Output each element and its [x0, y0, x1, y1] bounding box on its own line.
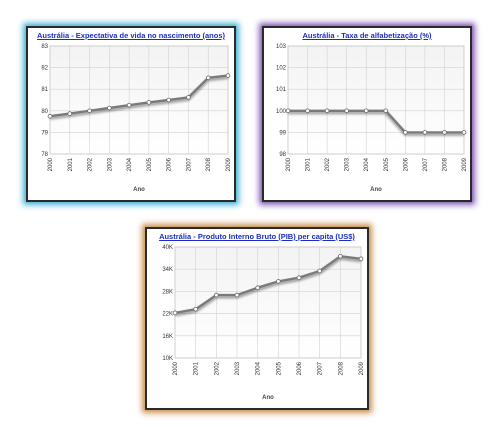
x-tick-label: 2006 — [167, 157, 173, 171]
x-tick-label: 2002 — [88, 157, 94, 171]
x-tick-label: 2001 — [306, 157, 312, 171]
y-tick-label: 79 — [41, 130, 48, 136]
data-point[interactable] — [47, 113, 53, 119]
data-point[interactable] — [324, 108, 330, 114]
data-point[interactable] — [344, 108, 349, 114]
x-tick-label: 2007 — [186, 157, 192, 171]
x-tick-label: 2003 — [107, 157, 113, 171]
data-point[interactable] — [305, 108, 310, 114]
data-point[interactable] — [255, 285, 260, 290]
y-tick-label: 103 — [276, 44, 287, 50]
data-point[interactable] — [126, 102, 132, 108]
line-chart: 78 79 80 81 82 83 2000 2001 2002 2003 2004 2005 2006… — [41, 44, 232, 193]
y-tick-label: 98 — [279, 152, 286, 158]
x-tick-label: 2008 — [442, 157, 448, 171]
x-tick-label: 2009 — [359, 361, 365, 375]
x-axis-title: Ano — [370, 187, 382, 193]
data-point[interactable] — [214, 292, 219, 298]
y-tick-label: 102 — [276, 66, 287, 72]
x-tick-label: 2008 — [338, 361, 344, 375]
y-tick-label: 83 — [41, 44, 48, 50]
data-point[interactable] — [317, 268, 322, 274]
data-point[interactable] — [205, 75, 211, 81]
y-tick-label: 78 — [41, 152, 48, 158]
plot-area — [49, 45, 229, 155]
data-point[interactable] — [87, 108, 92, 114]
x-tick-label: 2004 — [127, 157, 133, 171]
y-tick-label: 16K — [162, 334, 173, 340]
x-axis-title: Ano — [262, 395, 274, 401]
data-point[interactable] — [285, 108, 291, 114]
x-axis-title: Ano — [133, 187, 145, 193]
x-tick-label: 2001 — [194, 361, 200, 375]
x-tick-label: 2002 — [325, 157, 331, 171]
data-point[interactable] — [193, 306, 198, 312]
y-tick-label: 34K — [162, 267, 173, 273]
plot-area — [174, 246, 362, 359]
x-tick-label: 2005 — [147, 157, 153, 171]
x-tick-label: 2003 — [235, 361, 241, 375]
data-point[interactable] — [422, 130, 428, 135]
data-point[interactable] — [296, 275, 302, 281]
data-point[interactable] — [363, 108, 369, 114]
chart-panel-life-expectancy: Austrália - Expectativa de vida no nasci… — [26, 26, 236, 202]
x-tick-label: 2004 — [364, 157, 370, 171]
chart-panel-gdp-per-capita: Austrália - Produto Interno Bruto (PIB) … — [145, 227, 369, 410]
data-point[interactable] — [186, 95, 191, 100]
x-tick-label: 2007 — [423, 157, 429, 171]
x-tick-label: 2001 — [68, 157, 74, 171]
data-point[interactable] — [276, 279, 281, 284]
x-tick-label: 2008 — [206, 157, 212, 171]
data-point[interactable] — [442, 130, 447, 135]
data-point[interactable] — [358, 256, 364, 262]
chart-title[interactable]: Austrália - Produto Interno Bruto (PIB) … — [159, 232, 355, 241]
y-tick-label: 81 — [41, 87, 48, 93]
series-line — [174, 255, 362, 315]
x-tick-label: 2005 — [276, 361, 282, 375]
x-tick-label: 2000 — [48, 157, 54, 171]
y-tick-label: 10K — [162, 356, 173, 362]
y-tick-label: 40K — [162, 245, 173, 251]
y-tick-label: 100 — [276, 109, 287, 115]
data-point[interactable] — [67, 111, 73, 116]
x-tick-label: 2009 — [226, 157, 232, 171]
y-tick-label: 82 — [41, 66, 48, 72]
x-tick-label: 2006 — [297, 361, 303, 375]
y-tick-label: 99 — [279, 130, 286, 136]
x-tick-label: 2005 — [384, 157, 390, 171]
x-tick-label: 2004 — [256, 361, 262, 375]
data-point[interactable] — [225, 73, 231, 78]
x-tick-label: 2007 — [318, 361, 324, 375]
x-tick-label: 2002 — [214, 361, 220, 375]
data-point[interactable] — [146, 100, 152, 105]
y-tick-label: 22K — [162, 312, 173, 318]
data-point[interactable] — [383, 108, 389, 114]
x-tick-label: 2006 — [403, 157, 409, 171]
data-point[interactable] — [338, 253, 343, 259]
x-tick-label: 2000 — [286, 157, 292, 171]
data-point[interactable] — [403, 130, 408, 135]
data-point[interactable] — [172, 310, 178, 316]
series-line — [288, 109, 464, 134]
chart-panel-literacy-rate: Austrália - Taxa de alfabetização (%) 98… — [262, 26, 472, 202]
plot-area — [287, 45, 465, 155]
chart-title[interactable]: Austrália - Expectativa de vida no nasci… — [37, 31, 225, 40]
y-tick-label: 80 — [41, 109, 48, 115]
chart-title[interactable]: Austrália - Taxa de alfabetização (%) — [302, 31, 432, 40]
x-tick-label: 2000 — [173, 361, 179, 375]
series-line — [49, 74, 229, 118]
data-point[interactable] — [234, 292, 240, 298]
data-point[interactable] — [461, 130, 467, 135]
data-point[interactable] — [166, 97, 171, 103]
x-tick-label: 2003 — [345, 157, 351, 171]
y-tick-label: 28K — [162, 289, 173, 295]
line-chart: 10K 16K 22K 28K 34K 40K 2000 2001 2002 2003 2004 20… — [162, 245, 365, 401]
y-tick-label: 101 — [276, 87, 287, 93]
line-chart: 98 99 100 101 102 103 2000 2001 2002 2003 2004 2005… — [276, 44, 468, 193]
data-point[interactable] — [107, 105, 112, 111]
x-tick-label: 2009 — [462, 157, 468, 171]
